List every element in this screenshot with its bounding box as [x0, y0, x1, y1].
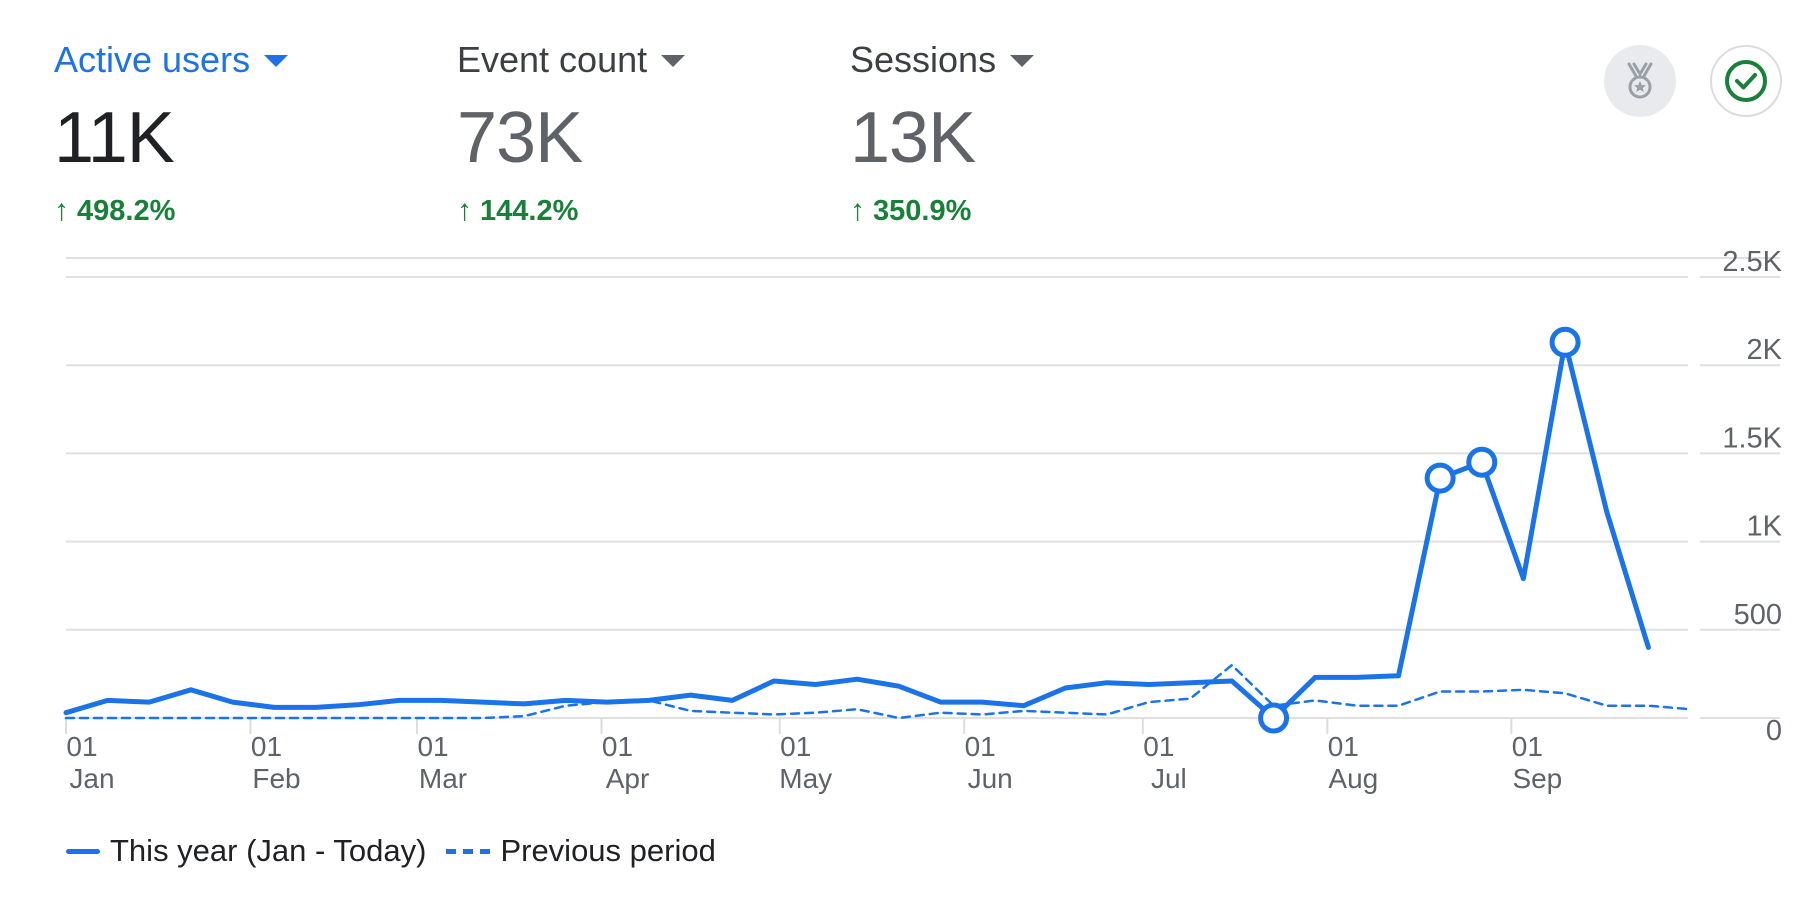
x-tick-month: May — [779, 763, 832, 794]
legend: This year (Jan - Today) Previous period — [66, 833, 736, 869]
x-tick-month: Apr — [606, 763, 650, 794]
legend-item-previous[interactable]: Previous period — [446, 833, 716, 869]
x-axis: 01Jan01Feb01Mar01Apr01May01Jun01Jul01Aug… — [65, 718, 1562, 794]
legend-label: This year (Jan - Today) — [110, 833, 427, 868]
x-tick-month: Jul — [1151, 763, 1187, 794]
x-tick-day: 01 — [417, 731, 448, 762]
series — [63, 339, 1692, 721]
legend-label: Previous period — [500, 833, 716, 868]
metric-change: ↑ 350.9% — [850, 194, 1034, 228]
insights-badge-button[interactable] — [1604, 45, 1676, 117]
legend-swatch-dashed — [446, 848, 491, 854]
y-tick-label: 1.5K — [1722, 422, 1782, 454]
metric-sessions[interactable]: Sessions 13K ↑ 350.9% — [850, 38, 1035, 228]
metric-event-count[interactable]: Event count 73K ↑ 144.2% — [457, 38, 686, 228]
metric-title: Event count — [457, 39, 648, 80]
status-check-button[interactable] — [1710, 45, 1782, 117]
gridlines — [66, 257, 1780, 719]
y-tick-label: 2.5K — [1722, 246, 1782, 278]
legend-swatch-solid — [66, 848, 100, 854]
chevron-down-icon[interactable] — [1010, 55, 1035, 67]
series-line-current — [63, 339, 1651, 721]
data-point-marker — [1549, 326, 1581, 358]
metric-selector[interactable]: Sessions — [850, 38, 1035, 82]
x-tick-day: 01 — [66, 731, 97, 762]
y-tick-label: 500 — [1734, 599, 1782, 631]
x-tick-day: 01 — [251, 731, 282, 762]
y-tick-label: 2K — [1747, 334, 1783, 366]
check-circle-icon — [1725, 60, 1767, 102]
data-point-marker — [1424, 462, 1456, 494]
highlight-markers — [1258, 326, 1581, 734]
data-point-marker — [1466, 446, 1498, 478]
y-axis: 0 500 1K 1.5K 2K 2.5K — [1722, 246, 1782, 747]
y-tick-label: 0 — [1766, 715, 1782, 747]
chevron-down-icon[interactable] — [661, 55, 686, 67]
x-tick-month: Jan — [69, 763, 114, 794]
x-tick-day: 01 — [1512, 731, 1543, 762]
x-tick-day: 01 — [1143, 731, 1174, 762]
x-tick-day: 01 — [602, 731, 633, 762]
x-tick-day: 01 — [965, 731, 996, 762]
metric-active-users[interactable]: Active users 11K ↑ 498.2% — [54, 38, 289, 228]
medal-icon — [1627, 62, 1653, 99]
metric-value: 11K — [54, 98, 175, 178]
series-line-previous — [64, 663, 1692, 720]
legend-item-current[interactable]: This year (Jan - Today) — [66, 833, 426, 869]
metric-title: Active users — [54, 39, 251, 80]
arrow-up-icon: ↑ — [457, 194, 472, 227]
metric-value: 13K — [850, 98, 976, 178]
x-tick-day: 01 — [780, 731, 811, 762]
metric-title: Sessions — [850, 39, 997, 80]
chevron-down-icon[interactable] — [264, 55, 289, 67]
metric-selector[interactable]: Event count — [457, 38, 686, 82]
x-tick-day: 01 — [1328, 731, 1359, 762]
metric-value: 73K — [457, 98, 583, 178]
arrow-up-icon: ↑ — [54, 194, 69, 227]
metric-change-value: 144.2% — [480, 194, 579, 227]
metric-change-value: 498.2% — [77, 194, 176, 227]
metric-change-value: 350.9% — [873, 194, 972, 227]
arrow-up-icon: ↑ — [850, 194, 865, 227]
x-tick-month: Mar — [419, 763, 467, 794]
x-tick-month: Aug — [1328, 763, 1378, 794]
data-point-marker — [1258, 702, 1290, 734]
y-tick-label: 1K — [1747, 511, 1783, 543]
x-tick-month: Jun — [968, 763, 1013, 794]
metric-change: ↑ 498.2% — [54, 194, 288, 228]
x-tick-month: Sep — [1512, 763, 1562, 794]
metric-change: ↑ 144.2% — [457, 194, 685, 228]
metric-selector[interactable]: Active users — [54, 38, 289, 82]
x-tick-month: Feb — [252, 763, 300, 794]
